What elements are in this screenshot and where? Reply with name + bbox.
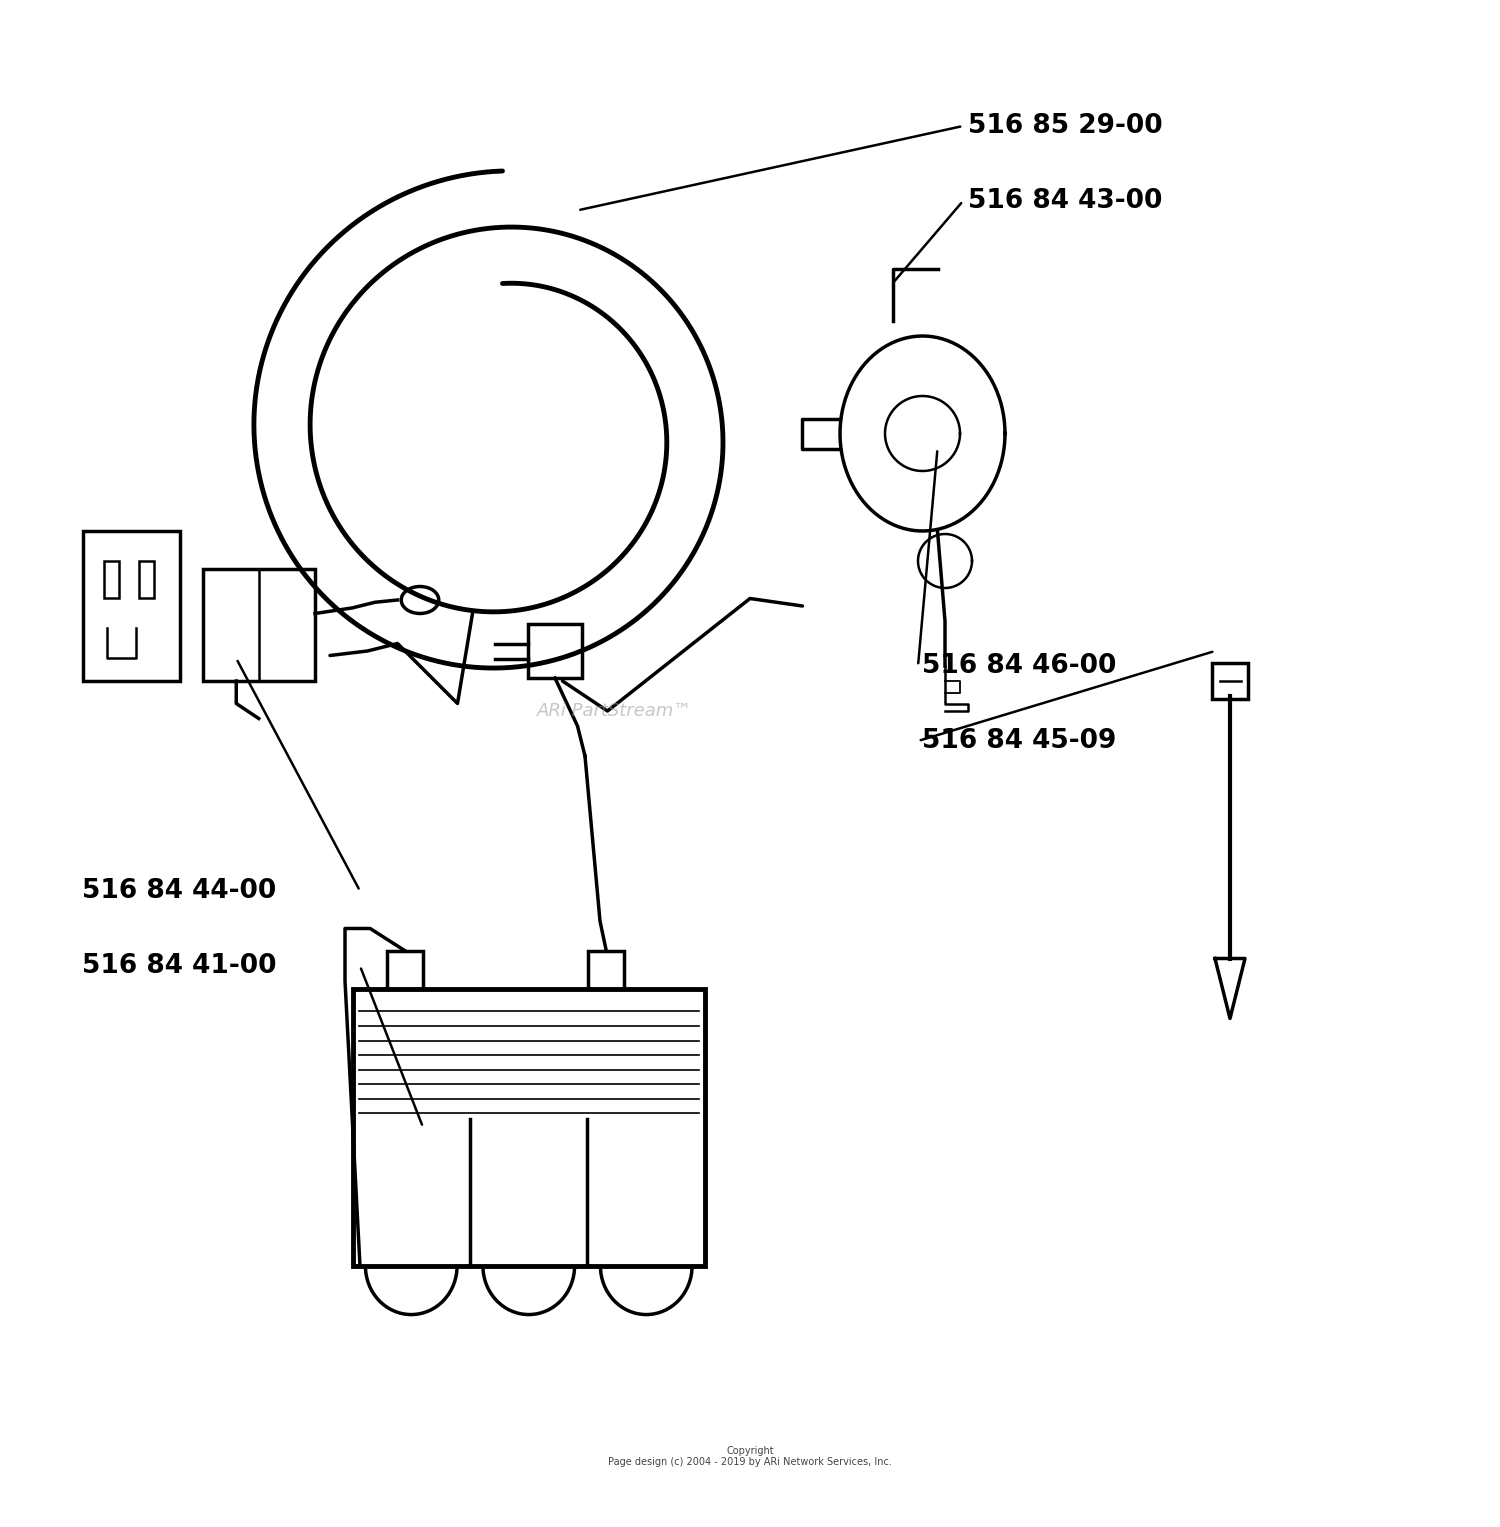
Text: 516 85 29-00: 516 85 29-00 xyxy=(968,113,1162,139)
Bar xyxy=(1212,663,1248,699)
Bar xyxy=(352,988,705,1266)
Text: 516 84 45-09: 516 84 45-09 xyxy=(922,728,1118,754)
Bar xyxy=(138,560,153,599)
Text: 516 84 43-00: 516 84 43-00 xyxy=(968,188,1162,214)
Bar xyxy=(588,951,624,988)
Bar xyxy=(387,951,423,988)
Text: 516 84 46-00: 516 84 46-00 xyxy=(922,654,1118,680)
Text: 516 84 41-00: 516 84 41-00 xyxy=(82,953,278,979)
Bar xyxy=(104,560,118,599)
Bar xyxy=(82,531,180,681)
Text: Copyright
Page design (c) 2004 - 2019 by ARi Network Services, Inc.: Copyright Page design (c) 2004 - 2019 by… xyxy=(608,1446,892,1467)
Text: ARi PartStream™: ARi PartStream™ xyxy=(537,702,693,721)
Text: 516 84 44-00: 516 84 44-00 xyxy=(82,878,276,904)
Bar xyxy=(202,568,315,681)
